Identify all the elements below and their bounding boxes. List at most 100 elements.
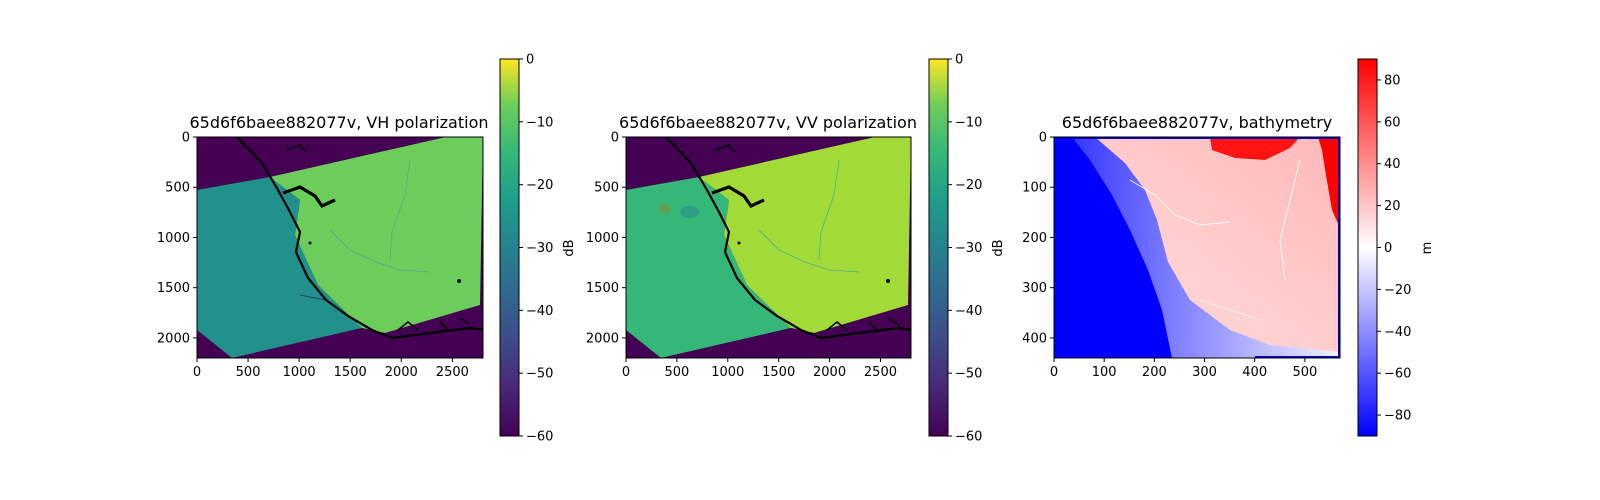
colorbar-tick-label: −30 — [955, 241, 982, 256]
x-tick-label: 100 — [1092, 365, 1117, 380]
colorbar-tick-label: −50 — [526, 367, 553, 382]
colorbar-tick-label: −60 — [955, 430, 982, 445]
colorbar-tick-label: −60 — [526, 430, 553, 445]
river-channel — [714, 144, 736, 153]
x-tick-label: 1500 — [334, 365, 367, 380]
colorbar-tick-label: −40 — [1384, 325, 1411, 340]
axis-ticks: 0 500 1000 1500 2000 2500 0 500 1000 1500 2000 — [157, 131, 469, 381]
axes-frame — [1053, 136, 1341, 359]
image-bathymetry — [1054, 137, 1340, 358]
sea-feature — [659, 204, 671, 214]
y-tick-label: 1500 — [586, 281, 619, 296]
axis-ticks: 0 500 1000 1500 2000 2500 0 500 1000 1500 2000 — [586, 131, 897, 381]
chart-title: 65d6f6baee882077v, bathymetry — [1062, 113, 1332, 132]
colorbar-tick-label: −60 — [1384, 367, 1411, 382]
colorbar-tick-label: −40 — [955, 304, 982, 319]
coastline — [665, 137, 911, 340]
y-tick-label: 1500 — [157, 281, 190, 296]
colorbar-tick-label: −80 — [1384, 409, 1411, 424]
river-line — [1129, 179, 1231, 226]
highland-area — [1318, 137, 1340, 228]
x-tick-label: 500 — [664, 365, 689, 380]
x-tick-label: 0 — [1050, 365, 1058, 380]
colorbar-tick-label: −50 — [955, 367, 982, 382]
image-vh — [197, 137, 483, 358]
water-body — [737, 241, 741, 245]
y-tick-label: 0 — [1039, 131, 1047, 146]
land-region — [270, 137, 483, 333]
river-channel — [282, 185, 336, 209]
river-line — [299, 294, 326, 301]
chart-title: 65d6f6baee882077v, VH polarization — [189, 113, 488, 132]
river-line — [397, 317, 471, 331]
y-tick-label: 1000 — [586, 231, 619, 246]
colorbar-tick-label: 0 — [955, 53, 963, 68]
axes-frame — [196, 136, 484, 359]
highland-area — [1210, 137, 1300, 160]
river-line — [758, 229, 860, 273]
swath-edge-south — [661, 328, 821, 358]
axes-frame — [625, 136, 912, 359]
panel-bathymetry: 65d6f6baee882077v, bathymetry 0 100 200 300… — [1022, 58, 1435, 437]
colorbar-tick-label: −20 — [526, 178, 553, 193]
river-line — [826, 317, 900, 331]
river-channel — [711, 185, 765, 209]
panel-vv: 65d6f6baee882077v, VV polarization 0 500 1… — [586, 53, 1006, 445]
x-tick-label: 400 — [1242, 365, 1267, 380]
y-tick-label: 0 — [611, 131, 619, 146]
y-tick-label: 400 — [1022, 331, 1047, 346]
colorbar-label: dB — [562, 239, 577, 256]
y-tick-label: 100 — [1022, 181, 1047, 196]
colorbar — [928, 58, 949, 437]
colorbar — [499, 58, 520, 437]
colorbar-ticks: 0 −10 −20 −30 −40 −50 −60 — [948, 53, 982, 445]
river-line — [389, 159, 411, 261]
x-tick-label: 500 — [236, 365, 261, 380]
x-tick-label: 500 — [1292, 365, 1317, 380]
sea-feature — [680, 206, 700, 218]
image-vv — [626, 137, 911, 358]
colorbar-tick-label: −20 — [1384, 283, 1411, 298]
river-line — [1279, 159, 1301, 281]
colorbar-tick-label: 80 — [1384, 73, 1401, 88]
deep-sea-area — [1054, 137, 1172, 358]
colorbar-label: dB — [991, 239, 1006, 256]
colorbar-ticks: 80 60 40 20 0 −20 −40 −60 −80 — [1377, 73, 1411, 424]
chart-title: 65d6f6baee882077v, VV polarization — [619, 113, 917, 132]
sea-region — [197, 177, 362, 358]
y-tick-label: 200 — [1022, 231, 1047, 246]
colorbar-tick-label: −10 — [955, 115, 982, 130]
x-tick-label: 2500 — [864, 365, 897, 380]
y-tick-label: 500 — [165, 181, 190, 196]
coastline — [236, 137, 483, 340]
colorbar-ticks: 0 −10 −20 −30 −40 −50 −60 — [519, 53, 553, 445]
colorbar — [1357, 58, 1378, 437]
x-tick-label: 1500 — [762, 365, 795, 380]
x-tick-label: 200 — [1142, 365, 1167, 380]
river-line — [329, 229, 431, 273]
colorbar-tick-label: −10 — [526, 115, 553, 130]
x-tick-label: 2000 — [385, 365, 418, 380]
x-tick-label: 2500 — [436, 365, 469, 380]
y-tick-label: 2000 — [157, 331, 190, 346]
colorbar-tick-label: 0 — [526, 53, 534, 68]
water-body — [308, 241, 312, 245]
colorbar-label: m — [1420, 242, 1435, 255]
colorbar-tick-label: 60 — [1384, 115, 1401, 130]
x-tick-label: 1000 — [711, 365, 744, 380]
y-tick-label: 1000 — [157, 231, 190, 246]
y-tick-label: 2000 — [586, 331, 619, 346]
colorbar-tick-label: −30 — [526, 241, 553, 256]
sea-region — [626, 177, 791, 358]
x-tick-label: 2000 — [813, 365, 846, 380]
water-body — [457, 279, 461, 283]
water-body — [886, 279, 890, 283]
axis-ticks: 0 100 200 300 400 500 0 100 200 300 400 — [1022, 131, 1317, 381]
x-tick-label: 1000 — [283, 365, 316, 380]
colorbar-tick-label: −20 — [955, 178, 982, 193]
y-tick-label: 300 — [1022, 281, 1047, 296]
river-line — [818, 159, 840, 261]
colorbar-tick-label: 20 — [1384, 199, 1401, 214]
colorbar-tick-label: 0 — [1384, 241, 1392, 256]
